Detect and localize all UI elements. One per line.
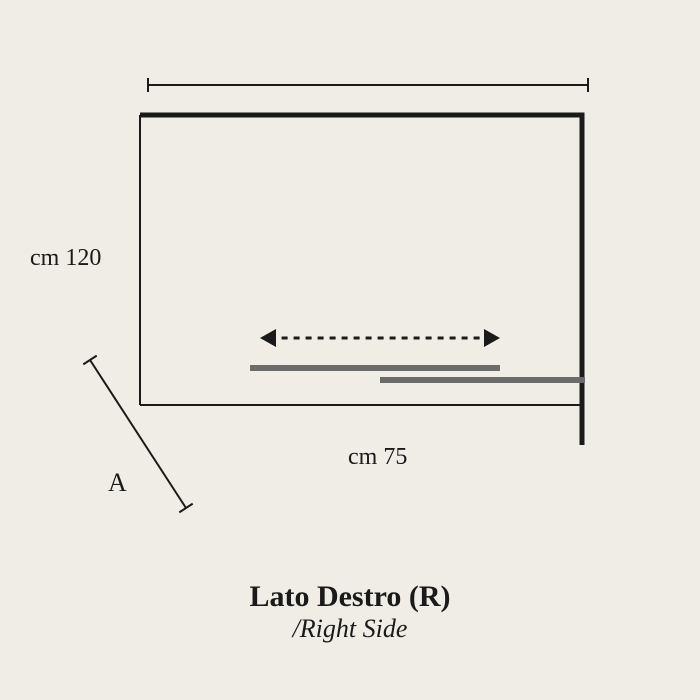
- bottom-dimension-label: cm 75: [348, 444, 407, 471]
- title-block: Lato Destro (R) /Right Side: [0, 580, 700, 644]
- title-main: Lato Destro (R): [0, 580, 700, 614]
- title-sub: /Right Side: [0, 614, 700, 644]
- left-dimension-label: cm 120: [30, 245, 101, 272]
- diagonal-label: A: [108, 468, 127, 498]
